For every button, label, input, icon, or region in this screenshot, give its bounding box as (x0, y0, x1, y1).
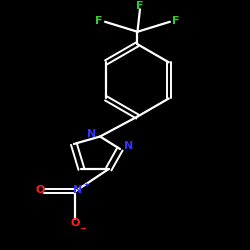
Text: −: − (79, 224, 86, 233)
Text: +: + (84, 182, 89, 188)
Text: N: N (73, 185, 82, 195)
Text: O: O (70, 218, 80, 228)
Text: N: N (124, 142, 133, 152)
Text: F: F (95, 16, 102, 26)
Text: O: O (36, 185, 45, 195)
Text: F: F (172, 16, 180, 26)
Text: N: N (87, 129, 96, 139)
Text: F: F (136, 1, 144, 11)
